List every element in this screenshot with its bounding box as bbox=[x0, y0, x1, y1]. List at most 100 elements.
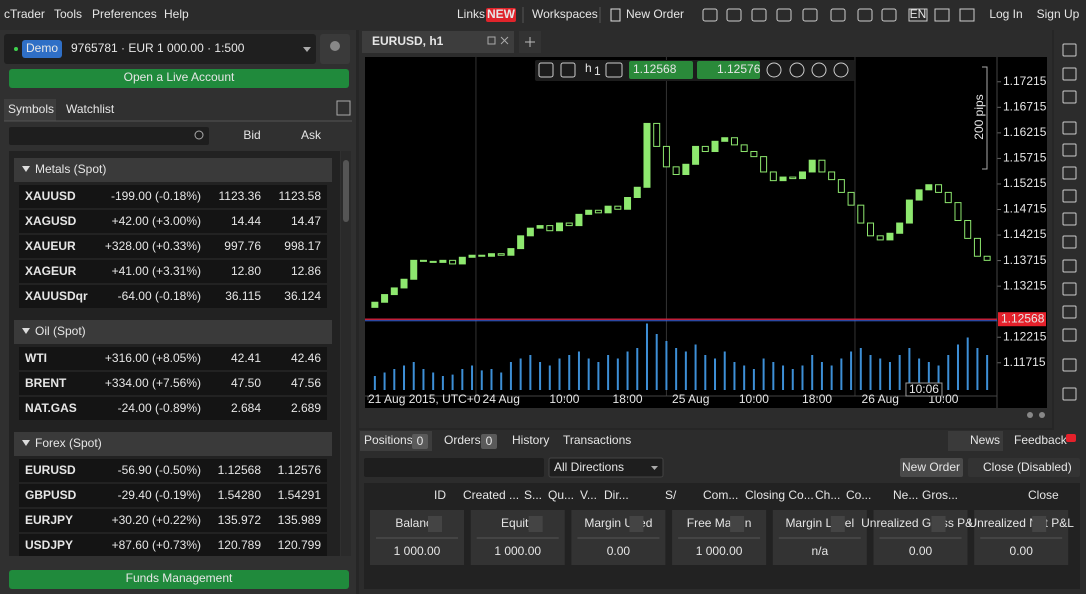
symbol-row[interactable] bbox=[19, 509, 327, 532]
search-box[interactable] bbox=[9, 127, 209, 145]
tab[interactable]: Transactions bbox=[563, 433, 631, 447]
tool-icon[interactable] bbox=[605, 62, 623, 78]
drawing-tool[interactable] bbox=[1062, 328, 1077, 342]
drawing-tool[interactable] bbox=[1062, 212, 1077, 226]
sell-button[interactable] bbox=[629, 61, 693, 79]
toolbar-icon[interactable] bbox=[857, 8, 873, 22]
tab[interactable]: Orders bbox=[444, 433, 481, 447]
drawing-tool[interactable] bbox=[1062, 67, 1077, 81]
toolbar-icon[interactable] bbox=[751, 8, 767, 22]
new-order-label[interactable]: New Order bbox=[902, 460, 960, 474]
column-header[interactable]: Ch... bbox=[815, 488, 840, 502]
position-search[interactable] bbox=[364, 458, 544, 477]
drawing-tool[interactable] bbox=[1062, 166, 1077, 180]
symbol-row[interactable] bbox=[19, 397, 327, 420]
drawing-tool[interactable] bbox=[1062, 387, 1077, 401]
column-header[interactable]: ID bbox=[434, 488, 446, 502]
drawing-tool[interactable] bbox=[1062, 43, 1077, 57]
chart-tab[interactable] bbox=[362, 31, 514, 53]
login[interactable]: Log In bbox=[989, 7, 1022, 21]
tool-icon[interactable] bbox=[766, 62, 782, 78]
column-header[interactable]: Closing Co... bbox=[745, 488, 814, 502]
column-header[interactable]: Gros... bbox=[922, 488, 958, 502]
symbol-row[interactable] bbox=[19, 534, 327, 557]
tab[interactable]: Positions bbox=[364, 433, 413, 447]
language[interactable]: EN bbox=[910, 7, 927, 21]
symbol-row[interactable] bbox=[19, 285, 327, 308]
menu-item[interactable]: Tools bbox=[54, 7, 82, 21]
tab-active[interactable] bbox=[4, 99, 56, 121]
buy-price[interactable]: 1.12576 bbox=[717, 62, 761, 76]
drawing-tool[interactable] bbox=[1062, 259, 1077, 273]
feedback[interactable]: Feedback bbox=[1014, 433, 1068, 447]
menu-item[interactable]: cTrader bbox=[4, 7, 45, 21]
symbol-row[interactable] bbox=[19, 260, 327, 283]
new-order[interactable]: New Order bbox=[626, 7, 684, 21]
news-tab[interactable] bbox=[948, 431, 1003, 451]
signup[interactable]: Sign Up bbox=[1037, 7, 1080, 21]
buy-button[interactable] bbox=[697, 61, 760, 79]
column-header[interactable]: S/ bbox=[665, 488, 677, 502]
direction-filter[interactable] bbox=[548, 457, 664, 478]
open-live-button[interactable] bbox=[9, 69, 349, 88]
drawing-tool[interactable] bbox=[1062, 143, 1077, 157]
toolbar-icon[interactable] bbox=[881, 8, 897, 22]
timeframe[interactable]: 1 bbox=[594, 64, 601, 78]
tab[interactable]: Symbols bbox=[8, 102, 54, 116]
symbol-row[interactable] bbox=[19, 347, 327, 370]
account-selector[interactable] bbox=[4, 34, 316, 64]
symbol-row[interactable] bbox=[19, 210, 327, 233]
drawing-tool[interactable] bbox=[1062, 90, 1077, 104]
tool-icon[interactable] bbox=[789, 62, 805, 78]
menu-item[interactable]: Help bbox=[164, 7, 189, 21]
drawing-tool[interactable] bbox=[1062, 189, 1077, 203]
column-header[interactable]: Com... bbox=[703, 488, 738, 502]
column-header[interactable]: Ne... bbox=[893, 488, 918, 502]
tab[interactable]: History bbox=[512, 433, 549, 447]
toolbar-icon[interactable] bbox=[830, 8, 846, 22]
tool-icon[interactable] bbox=[811, 62, 827, 78]
group-header[interactable] bbox=[14, 432, 332, 456]
filter[interactable]: All Directions bbox=[554, 460, 624, 474]
workspaces[interactable]: Workspaces bbox=[532, 7, 598, 21]
toolbar-icon[interactable] bbox=[802, 8, 818, 22]
column-header[interactable]: Qu... bbox=[548, 488, 574, 502]
toolbar-icon[interactable] bbox=[726, 8, 742, 22]
drawing-tool[interactable] bbox=[1062, 282, 1077, 296]
tool-icon[interactable] bbox=[538, 62, 554, 78]
toolbar-icon[interactable] bbox=[702, 8, 718, 22]
new-order-button[interactable] bbox=[900, 458, 963, 477]
symbol-row[interactable] bbox=[19, 372, 327, 395]
drawing-tool[interactable] bbox=[1062, 358, 1077, 372]
open-live-label[interactable]: Open a Live Account bbox=[124, 70, 235, 84]
group-header[interactable] bbox=[14, 320, 332, 344]
funds-label[interactable]: Funds Management bbox=[126, 571, 233, 585]
symbol-row[interactable] bbox=[19, 484, 327, 507]
toolbar-icon[interactable] bbox=[776, 8, 792, 22]
links[interactable]: Links bbox=[457, 7, 485, 21]
symbol-row[interactable] bbox=[19, 459, 327, 482]
news[interactable]: News bbox=[970, 433, 1000, 447]
scroll-thumb[interactable] bbox=[343, 160, 349, 222]
sell-price[interactable]: 1.12568 bbox=[633, 62, 677, 76]
column-header[interactable]: Created ... bbox=[463, 488, 519, 502]
drawing-tool[interactable] bbox=[1062, 235, 1077, 249]
timeframe[interactable]: h bbox=[585, 61, 592, 75]
symbol-row[interactable] bbox=[19, 235, 327, 258]
symbol-row[interactable] bbox=[19, 185, 327, 208]
column-header[interactable]: Dir... bbox=[604, 488, 629, 502]
tool-icon[interactable] bbox=[560, 62, 576, 78]
menu-item[interactable]: Preferences bbox=[92, 7, 157, 21]
tool-icon[interactable] bbox=[833, 62, 849, 78]
column-header[interactable]: Close bbox=[1028, 488, 1059, 502]
column-header[interactable]: S... bbox=[524, 488, 542, 502]
drawing-tool[interactable] bbox=[1062, 121, 1077, 135]
toolbar-icon[interactable] bbox=[934, 8, 950, 22]
drawing-tool[interactable] bbox=[1062, 305, 1077, 319]
tab[interactable]: Watchlist bbox=[66, 102, 115, 116]
close-tab[interactable] bbox=[500, 36, 509, 45]
toolbar-icon[interactable] bbox=[959, 8, 975, 22]
funds-button[interactable] bbox=[9, 570, 349, 589]
group-header[interactable] bbox=[14, 158, 332, 182]
column-header[interactable]: Co... bbox=[846, 488, 871, 502]
